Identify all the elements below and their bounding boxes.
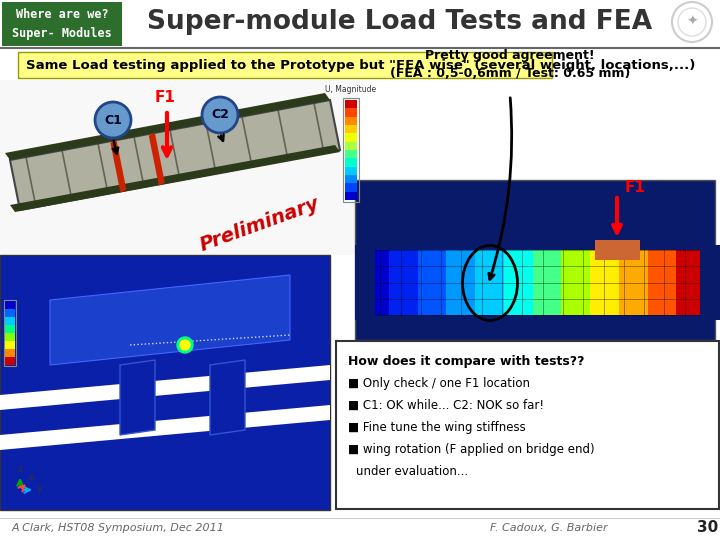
Circle shape — [202, 97, 238, 133]
FancyBboxPatch shape — [345, 108, 357, 117]
Text: Super-module Load Tests and FEA: Super-module Load Tests and FEA — [148, 9, 652, 35]
Text: ■ Fine tune the wing stiffness: ■ Fine tune the wing stiffness — [348, 421, 526, 434]
Text: C2: C2 — [211, 109, 229, 122]
FancyBboxPatch shape — [0, 255, 330, 510]
FancyBboxPatch shape — [5, 341, 15, 349]
FancyBboxPatch shape — [18, 52, 552, 78]
Text: U, Magnitude: U, Magnitude — [325, 85, 377, 94]
Text: under evaluation...: under evaluation... — [356, 465, 468, 478]
FancyBboxPatch shape — [345, 99, 357, 109]
FancyBboxPatch shape — [676, 250, 706, 315]
FancyBboxPatch shape — [345, 125, 357, 133]
FancyBboxPatch shape — [5, 309, 15, 317]
Polygon shape — [10, 100, 340, 210]
Polygon shape — [50, 275, 290, 365]
FancyBboxPatch shape — [345, 141, 357, 150]
Polygon shape — [10, 145, 340, 212]
Text: Preliminary: Preliminary — [197, 194, 323, 255]
Circle shape — [180, 340, 190, 350]
FancyBboxPatch shape — [618, 250, 649, 315]
Text: F. Cadoux, G. Barbier: F. Cadoux, G. Barbier — [490, 523, 608, 533]
Text: C1: C1 — [104, 113, 122, 126]
Text: z: z — [18, 464, 23, 474]
FancyBboxPatch shape — [360, 250, 390, 315]
Text: F1: F1 — [625, 180, 646, 195]
FancyBboxPatch shape — [418, 250, 447, 315]
FancyBboxPatch shape — [345, 166, 357, 175]
Text: Where are we?
Super- Modules: Where are we? Super- Modules — [12, 9, 112, 39]
Polygon shape — [210, 360, 245, 435]
Text: A Clark, HST08 Symposium, Dec 2011: A Clark, HST08 Symposium, Dec 2011 — [12, 523, 225, 533]
Polygon shape — [120, 360, 155, 435]
Text: How does it compare with tests??: How does it compare with tests?? — [348, 355, 585, 368]
FancyBboxPatch shape — [345, 150, 357, 158]
FancyBboxPatch shape — [2, 2, 122, 46]
FancyBboxPatch shape — [345, 158, 357, 167]
Text: ■ Only check / one F1 location: ■ Only check / one F1 location — [348, 377, 530, 390]
FancyBboxPatch shape — [590, 250, 620, 315]
Polygon shape — [110, 140, 127, 193]
Text: y: y — [37, 484, 42, 494]
FancyBboxPatch shape — [345, 116, 357, 125]
FancyBboxPatch shape — [5, 349, 15, 357]
FancyBboxPatch shape — [355, 245, 375, 320]
Text: 30: 30 — [698, 521, 719, 536]
FancyBboxPatch shape — [5, 325, 15, 333]
Polygon shape — [149, 133, 165, 186]
FancyBboxPatch shape — [647, 250, 678, 315]
Text: ■ C1: OK while... C2: NOK so far!: ■ C1: OK while... C2: NOK so far! — [348, 399, 544, 412]
Text: x: x — [29, 472, 35, 482]
FancyBboxPatch shape — [0, 80, 360, 255]
FancyBboxPatch shape — [336, 341, 719, 509]
FancyBboxPatch shape — [5, 357, 15, 365]
FancyBboxPatch shape — [345, 183, 357, 192]
Polygon shape — [5, 93, 330, 160]
FancyBboxPatch shape — [345, 133, 357, 141]
FancyBboxPatch shape — [533, 250, 562, 315]
FancyBboxPatch shape — [5, 301, 15, 309]
FancyBboxPatch shape — [562, 250, 591, 315]
Polygon shape — [0, 405, 330, 450]
FancyBboxPatch shape — [389, 250, 418, 315]
FancyBboxPatch shape — [700, 245, 720, 320]
FancyBboxPatch shape — [345, 191, 357, 200]
Text: ■ wing rotation (F applied on bridge end): ■ wing rotation (F applied on bridge end… — [348, 443, 595, 456]
FancyBboxPatch shape — [475, 250, 505, 315]
FancyBboxPatch shape — [595, 240, 640, 260]
FancyBboxPatch shape — [504, 250, 534, 315]
FancyBboxPatch shape — [446, 250, 476, 315]
Text: F1: F1 — [155, 90, 176, 105]
Circle shape — [177, 337, 193, 353]
FancyBboxPatch shape — [345, 174, 357, 184]
Text: Same Load testing applied to the Prototype but "FEA wise" (several weight, locat: Same Load testing applied to the Prototy… — [26, 58, 696, 71]
Text: ✦: ✦ — [686, 15, 698, 29]
Polygon shape — [0, 365, 330, 410]
FancyBboxPatch shape — [5, 317, 15, 325]
Text: Pretty good agreement!
(FEA : 0,5-0,6mm / Test: 0.65 mm): Pretty good agreement! (FEA : 0,5-0,6mm … — [390, 49, 630, 80]
Circle shape — [95, 102, 131, 138]
FancyBboxPatch shape — [355, 180, 715, 340]
FancyBboxPatch shape — [5, 333, 15, 341]
